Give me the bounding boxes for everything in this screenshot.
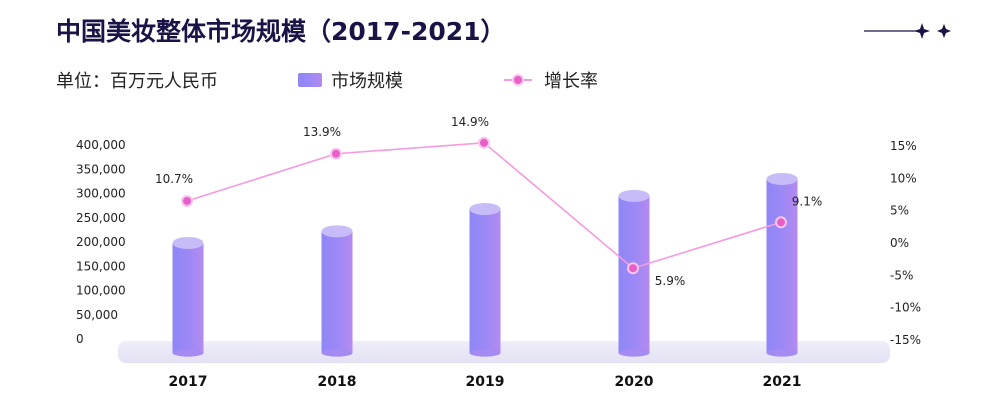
sparkle-decoration-icon bbox=[864, 23, 951, 39]
growth-data-label: 5.9% bbox=[655, 274, 686, 288]
x-tick-label: 2020 bbox=[615, 374, 654, 390]
x-tick-label: 2019 bbox=[466, 374, 505, 390]
y-left-tick-label: 50,000 bbox=[76, 308, 118, 322]
y-left-tick-label: 150,000 bbox=[76, 259, 126, 273]
growth-marker bbox=[629, 264, 637, 273]
y-right-tick-label: 5% bbox=[890, 204, 909, 218]
x-tick-label: 2021 bbox=[763, 374, 802, 390]
chart-title: 中国美妆整体市场规模（2017-2021） bbox=[56, 17, 506, 46]
y-axis-right: 15% 10% 5% 0% -5% -10% -15% bbox=[890, 139, 921, 347]
y-left-tick-label: 350,000 bbox=[76, 162, 126, 176]
y-right-tick-label: 0% bbox=[890, 236, 909, 250]
growth-marker bbox=[183, 196, 191, 205]
legend: 市场规模 增长率 bbox=[298, 71, 598, 92]
growth-data-label: 9.1% bbox=[792, 194, 823, 208]
growth-data-label: 14.9% bbox=[451, 115, 489, 129]
bar-series bbox=[172, 172, 798, 357]
y-right-tick-label: -10% bbox=[890, 301, 921, 315]
chart-base-platform bbox=[118, 341, 890, 363]
bar-2017 bbox=[172, 236, 204, 357]
legend-label-bar: 市场规模 bbox=[331, 71, 403, 92]
y-right-tick-label: -15% bbox=[890, 333, 921, 347]
bar-2019 bbox=[469, 203, 501, 357]
y-left-tick-label: 0 bbox=[76, 332, 84, 346]
y-left-tick-label: 100,000 bbox=[76, 284, 126, 298]
growth-marker bbox=[480, 138, 488, 147]
y-left-tick-label: 200,000 bbox=[76, 235, 126, 249]
y-axis-left: 0 50,000 100,000 150,000 200,000 250,000 300,0… bbox=[76, 138, 126, 346]
legend-label-line: 增长率 bbox=[544, 71, 598, 92]
growth-data-label: 13.9% bbox=[303, 125, 341, 139]
bar-2018 bbox=[321, 225, 353, 357]
y-left-tick-label: 250,000 bbox=[76, 211, 126, 225]
x-tick-label: 2018 bbox=[318, 374, 357, 390]
unit-label: 单位：百万元人民币 bbox=[56, 71, 218, 92]
legend-line-marker bbox=[512, 74, 524, 86]
bar-2020 bbox=[618, 189, 650, 357]
line-series: 10.7% 13.9% 14.9% 5.9% 9.1% bbox=[155, 115, 822, 288]
growth-marker bbox=[332, 149, 340, 158]
growth-data-label: 10.7% bbox=[155, 172, 193, 186]
y-right-tick-label: 15% bbox=[890, 139, 917, 153]
y-right-tick-label: 10% bbox=[890, 171, 917, 185]
y-right-tick-label: -5% bbox=[890, 268, 913, 282]
y-left-tick-label: 400,000 bbox=[76, 138, 126, 152]
legend-bar-swatch bbox=[298, 73, 322, 87]
x-tick-label: 2017 bbox=[169, 374, 208, 390]
x-axis: 2017 2018 2019 2020 2021 bbox=[169, 374, 802, 390]
growth-marker bbox=[777, 218, 785, 227]
y-left-tick-label: 300,000 bbox=[76, 187, 126, 201]
bar-2021 bbox=[766, 172, 798, 357]
